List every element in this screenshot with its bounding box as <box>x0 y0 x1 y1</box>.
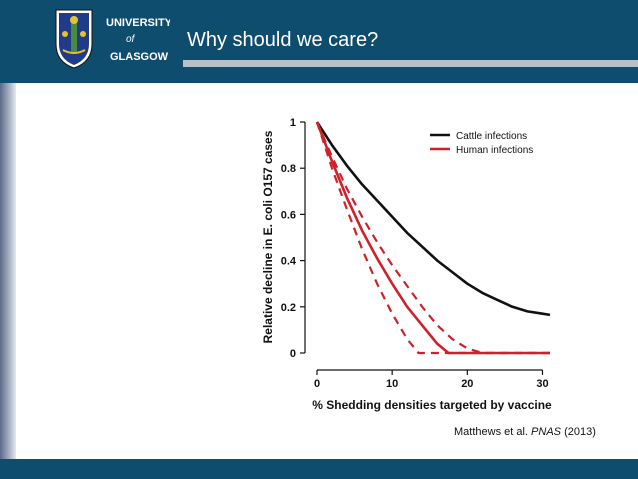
legend-entry: Cattle infections <box>456 131 527 142</box>
series-line-3 <box>315 121 550 355</box>
logo-line-glasgow: GLASGOW <box>110 51 169 63</box>
y-tick-label: 0.8 <box>281 163 296 175</box>
legend-entry: Human infections <box>456 145 533 156</box>
y-tick-label: 0 <box>290 348 296 360</box>
logo-line-university: UNIVERSITY <box>106 17 170 29</box>
series-line-0 <box>315 121 551 317</box>
footer-bar <box>0 459 638 479</box>
x-tick-label: 20 <box>461 378 473 390</box>
y-tick-label: 0.4 <box>281 256 297 268</box>
legend: Cattle infections Human infections <box>430 131 533 156</box>
title-underline <box>183 60 638 67</box>
citation: Matthews et al. PNAS (2013) <box>454 426 596 438</box>
citation-year: (2013) <box>564 426 596 438</box>
left-gradient-bar <box>0 83 16 459</box>
y-tick-label: 0.6 <box>281 209 296 221</box>
x-tick-label: 0 <box>314 378 320 390</box>
y-tick-label: 0.2 <box>281 302 296 314</box>
citation-authors: Matthews et al. <box>454 426 528 438</box>
x-axis-label: % Shedding densities targeted by vaccine <box>312 398 552 412</box>
university-logo: UNIVERSITY of GLASGOW <box>52 6 173 72</box>
logo-line-of: of <box>126 34 136 45</box>
slide-title: Why should we care? <box>187 29 379 51</box>
citation-journal: PNAS <box>531 426 562 438</box>
x-tick-label: 10 <box>386 378 398 390</box>
y-axis-label: Relative decline in E. coli O157 cases <box>261 130 275 343</box>
x-tick-label: 30 <box>536 378 548 390</box>
header-strip <box>0 79 638 83</box>
plot-area: 00.20.40.60.810 10 20 30 <box>281 117 551 390</box>
series-line-2 <box>315 121 550 355</box>
series-line-1 <box>315 121 550 355</box>
y-tick-label: 1 <box>290 117 296 129</box>
university-crest-icon: UNIVERSITY of GLASGOW <box>55 9 173 69</box>
